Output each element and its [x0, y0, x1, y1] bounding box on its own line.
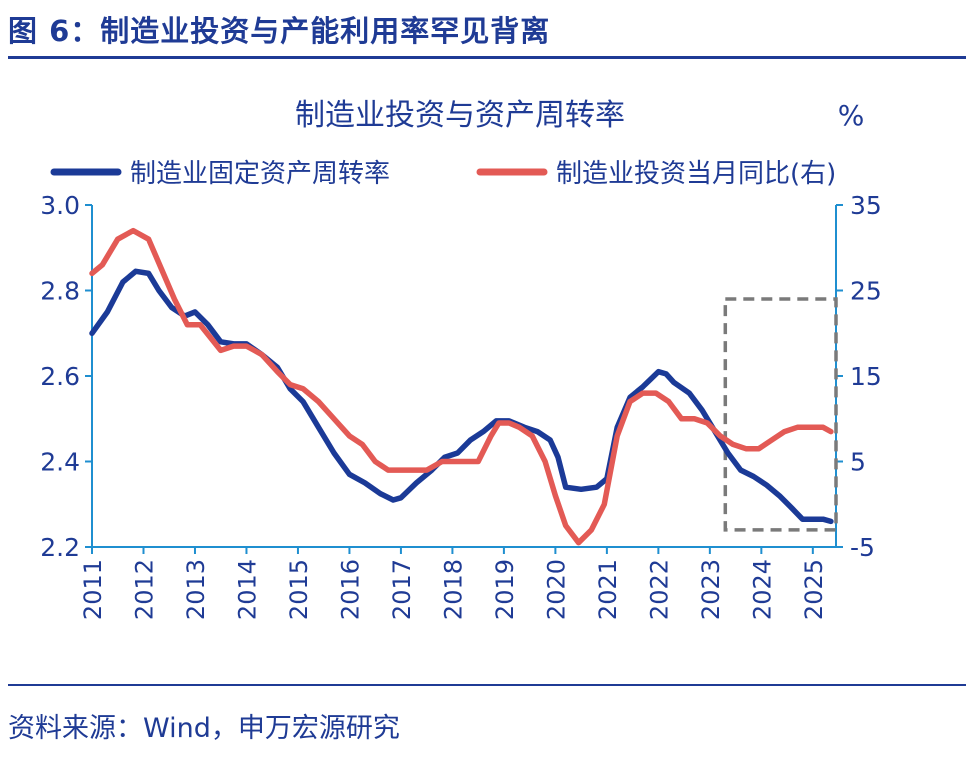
figure-title: 图 6：制造业投资与产能利用率罕见背离 [8, 14, 551, 48]
source-divider [8, 684, 966, 686]
right-tick-label: 25 [850, 277, 882, 306]
x-tick-label: 2021 [594, 559, 622, 620]
legend-label: 制造业固定资产周转率 [130, 159, 390, 189]
source-note: 资料来源：Wind，申万宏源研究 [8, 713, 400, 744]
x-tick-label: 2011 [79, 559, 107, 620]
x-tick-label: 2023 [697, 559, 725, 620]
title-divider [8, 56, 966, 59]
highlight-box [723, 297, 838, 532]
right-tick-label: 15 [850, 362, 882, 391]
x-tick-label: 2017 [388, 559, 416, 620]
x-tick-label: 2020 [542, 559, 570, 620]
x-tick-label: 2014 [233, 559, 261, 620]
right-tick-label: 35 [850, 191, 882, 220]
x-tick-label: 2024 [748, 559, 776, 620]
x-tick-label: 2019 [491, 559, 519, 620]
right-tick-label: -5 [850, 533, 875, 562]
left-tick-label: 3.0 [40, 191, 80, 220]
highlight-box-layer [723, 297, 838, 532]
x-tick-label: 2022 [645, 559, 673, 620]
x-tick-label: 2012 [130, 559, 158, 620]
left-tick-label: 2.8 [40, 277, 80, 306]
left-tick-label: 2.6 [40, 362, 80, 391]
chart-title: 制造业投资与资产周转率 [295, 98, 625, 133]
series-lines [89, 227, 834, 546]
left-tick-label: 2.4 [40, 448, 80, 477]
legend-label: 制造业投资当月同比(右) [556, 159, 836, 189]
left-tick-label: 2.2 [40, 533, 80, 562]
x-tick-label: 2015 [285, 559, 313, 620]
chart-area: 制造业投资与资产周转率 % 制造业固定资产周转率 制造业投资当月同比(右) 3.0… [40, 98, 882, 620]
x-tick-label: 2025 [800, 559, 828, 620]
legend: 制造业固定资产周转率 制造业投资当月同比(右) [50, 159, 836, 189]
right-tick-label: 5 [850, 448, 866, 477]
x-tick-label: 2018 [439, 559, 467, 620]
right-axis-unit: % [838, 99, 865, 132]
series-line-investment-yoy [89, 227, 834, 546]
axes: 3.0 2.8 2.6 2.4 2.2 35 25 15 5 -5 2011 2012 2013 2014… [40, 191, 882, 620]
x-tick-label: 2013 [182, 559, 210, 620]
x-tick-label: 2016 [336, 559, 364, 620]
series-line-turnover [89, 268, 834, 525]
